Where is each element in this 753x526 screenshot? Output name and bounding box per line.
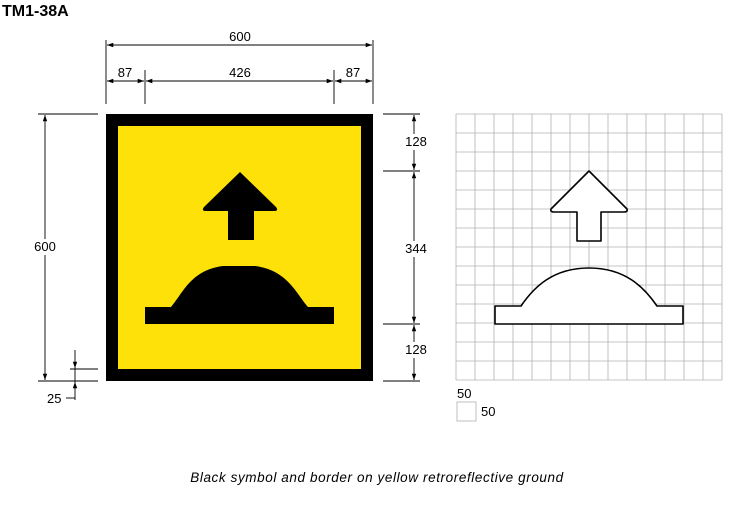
bottom-segment-label: 128 <box>405 342 427 357</box>
grid-lines <box>455 113 723 381</box>
border-offset-label: 25 <box>47 391 61 406</box>
hump-outline <box>494 267 684 325</box>
middle-segment-label: 344 <box>405 241 427 256</box>
arrow-outline <box>550 170 628 242</box>
speed-hump-symbol <box>145 266 334 324</box>
layout-grid <box>455 113 723 381</box>
right-dimensions: 128 344 128 <box>383 113 432 382</box>
grid-legend: 50 50 <box>456 386 495 422</box>
overall-height-label: 600 <box>34 239 56 254</box>
overall-width-label: 600 <box>229 29 251 44</box>
grid-cell-width-label: 50 <box>481 404 495 419</box>
left-border-label: 87 <box>118 65 132 80</box>
yellow-ground <box>118 126 361 369</box>
top-segment-label: 128 <box>405 134 427 149</box>
caption: Black symbol and border on yellow retror… <box>190 470 564 485</box>
grid-cell-sample <box>456 401 477 422</box>
sign-panel <box>106 114 373 381</box>
inner-width-label: 426 <box>229 65 251 80</box>
left-dimensions: 600 25 <box>28 113 98 406</box>
arrow-up-symbol <box>202 172 278 240</box>
grid-cell-height-label: 50 <box>457 386 471 401</box>
right-border-label: 87 <box>346 65 360 80</box>
sign-code: TM1-38A <box>2 3 69 20</box>
horizontal-dimensions: 600 87 426 87 <box>105 29 374 104</box>
